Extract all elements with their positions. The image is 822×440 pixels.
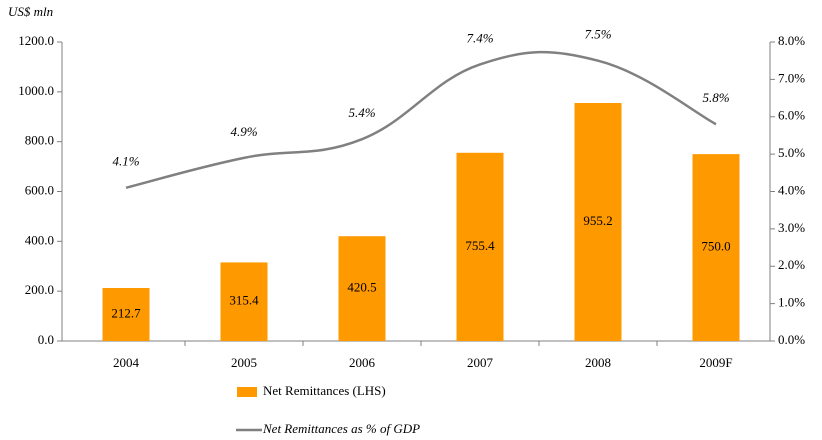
bar-value-label: 420.5 <box>347 280 376 295</box>
bar <box>692 154 740 341</box>
y2-tick-label: 2.0% <box>778 257 805 272</box>
y-tick-label: 600.0 <box>25 182 54 197</box>
y2-tick-label: 4.0% <box>778 182 805 197</box>
line-value-label: 5.8% <box>702 90 729 105</box>
bar-value-label: 750.0 <box>701 239 730 254</box>
y2-tick-label: 0.0% <box>778 332 805 347</box>
y-tick-label: 400.0 <box>25 232 54 247</box>
legend-label: Net Remittances (LHS) <box>263 383 386 398</box>
x-tick-label: 2009F <box>699 355 732 370</box>
x-tick-label: 2006 <box>349 355 376 370</box>
bar-value-label: 315.4 <box>229 293 259 308</box>
y2-tick-label: 5.0% <box>778 145 805 160</box>
x-tick-label: 2007 <box>467 355 494 370</box>
bar-value-label: 955.2 <box>583 213 612 228</box>
line-value-label: 5.4% <box>348 105 375 120</box>
legend-label: Net Remittances as % of GDP <box>262 421 420 436</box>
bar <box>102 288 150 341</box>
line-value-label: 7.4% <box>466 30 493 45</box>
bar <box>220 262 268 341</box>
legend-swatch <box>237 387 257 397</box>
bar <box>456 152 504 341</box>
y-tick-label: 800.0 <box>25 133 54 148</box>
y-tick-label: 200.0 <box>25 282 54 297</box>
bar-value-label: 755.4 <box>465 238 495 253</box>
bar <box>338 236 386 341</box>
line-value-label: 4.9% <box>230 124 257 139</box>
bar-value-label: 212.7 <box>111 305 141 320</box>
line-value-label: 7.5% <box>584 27 611 42</box>
x-tick-label: 2008 <box>585 355 611 370</box>
x-tick-label: 2004 <box>113 355 140 370</box>
y-axis-label: US$ mln <box>8 4 53 19</box>
y2-tick-label: 8.0% <box>778 33 805 48</box>
y2-tick-label: 6.0% <box>778 108 805 123</box>
y-tick-label: 0.0 <box>38 332 54 347</box>
line <box>125 50 717 189</box>
y-tick-label: 1200.0 <box>18 33 54 48</box>
bar <box>574 102 622 341</box>
x-tick-label: 2005 <box>231 355 257 370</box>
y2-tick-label: 1.0% <box>778 295 805 310</box>
y2-tick-label: 7.0% <box>778 70 805 85</box>
y-tick-label: 1000.0 <box>18 83 54 98</box>
line-value-label: 4.1% <box>112 154 139 169</box>
y2-tick-label: 3.0% <box>778 220 805 235</box>
